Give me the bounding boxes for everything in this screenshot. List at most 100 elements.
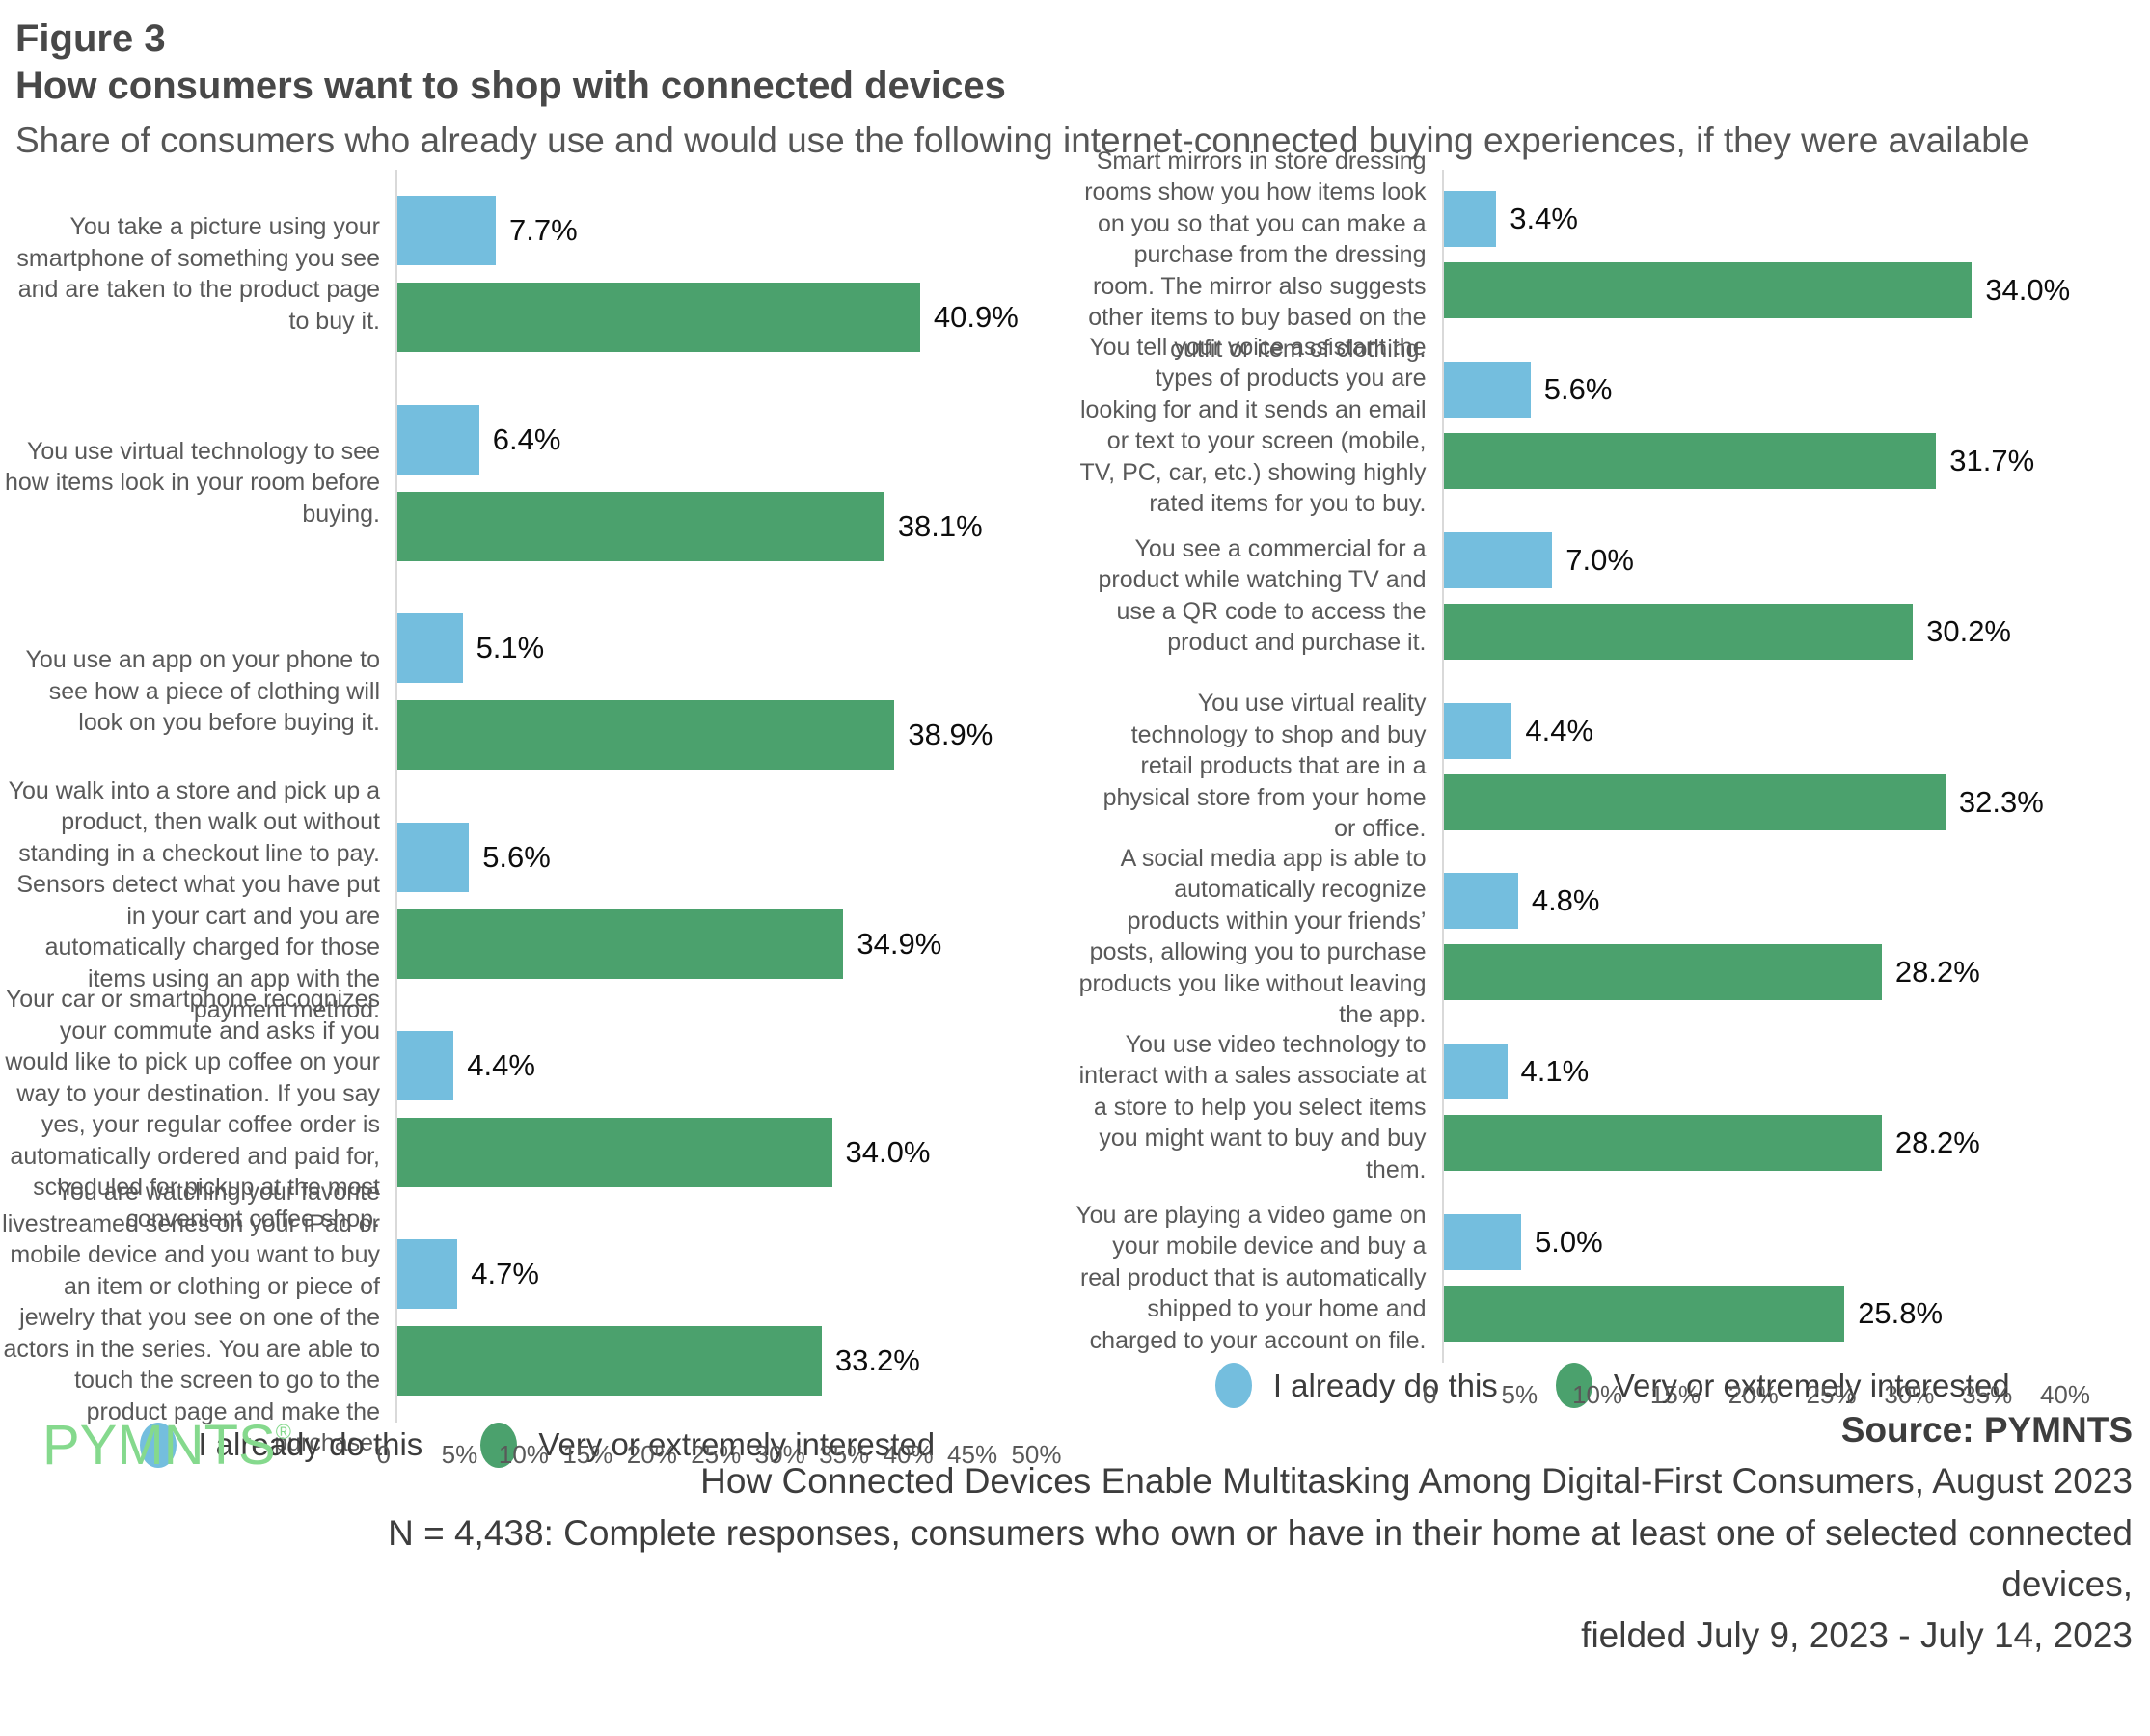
bar-already-do-this xyxy=(1443,191,1497,248)
x-axis-tick: 10% xyxy=(1572,1380,1623,1410)
x-axis-tick: 25% xyxy=(1806,1380,1857,1410)
category-label: You see a commercial for a product while… xyxy=(1098,534,1427,657)
bar-line: 4.8% xyxy=(1443,873,2066,930)
bar-already-do-this xyxy=(397,196,497,266)
x-axis-tick: 0 xyxy=(376,1439,391,1469)
category-label: You are watching your favorite livestrea… xyxy=(2,1179,380,1457)
bar-value-label: 3.4% xyxy=(1510,202,1578,236)
category-label: You walk into a store and pick up a prod… xyxy=(8,776,380,1024)
bar-value-label: 34.0% xyxy=(845,1134,931,1169)
x-axis-tick: 10% xyxy=(498,1439,549,1469)
category-label: You take a picture using your smartphone… xyxy=(16,213,380,335)
report-title-line: How Connected Devices Enable Multitaskin… xyxy=(700,1461,2133,1502)
bar-value-label: 38.1% xyxy=(897,508,983,543)
bar-value-label: 5.0% xyxy=(1535,1224,1603,1259)
bar-line: 38.1% xyxy=(397,491,1037,561)
chart-row: You use video technology to interact wit… xyxy=(1075,1021,2150,1193)
bar-already-do-this xyxy=(1443,873,1518,930)
bar-already-do-this xyxy=(1443,531,1553,588)
bar-very-interested xyxy=(397,283,920,353)
legend-item-already: I already do this xyxy=(140,1422,422,1468)
chart-right: Smart mirrors in store dressing rooms sh… xyxy=(1075,147,2150,1409)
x-axis-tick: 15% xyxy=(562,1439,613,1469)
legend-item-interested: Very or extremely interested xyxy=(1555,1363,2010,1409)
bar-very-interested xyxy=(397,1326,822,1397)
x-axis-tick: 20% xyxy=(626,1439,677,1469)
bar-line: 31.7% xyxy=(1443,433,2066,490)
bar-already-do-this xyxy=(397,822,470,892)
bar-line: 33.2% xyxy=(397,1326,1037,1397)
legend-label-already: I already do this xyxy=(1272,1367,1498,1403)
bar-very-interested xyxy=(397,491,884,561)
bar-value-label: 34.9% xyxy=(857,926,942,961)
bar-value-label: 5.1% xyxy=(476,631,545,665)
pymnts-logo: PYMNTS® xyxy=(42,1414,291,1478)
registered-mark: ® xyxy=(275,1420,291,1445)
x-axis-tick: 40% xyxy=(883,1439,934,1469)
bar-line: 5.0% xyxy=(1443,1213,2066,1270)
x-axis-tick: 45% xyxy=(947,1439,998,1469)
bar-very-interested xyxy=(1443,1115,1882,1172)
bar-line: 28.2% xyxy=(1443,1115,2066,1172)
footer: PYMNTS® Source: PYMNTS How Connected Dev… xyxy=(0,1385,2150,1661)
bar-value-label: 5.6% xyxy=(482,839,551,874)
chart-row: You use virtual reality technology to sh… xyxy=(1075,681,2150,852)
legend-swatch-already-icon xyxy=(1214,1363,1252,1409)
source-block: Source: PYMNTS How Connected Devices Ena… xyxy=(291,1404,2133,1661)
category-bars: 5.6% 34.9% xyxy=(395,796,1075,1005)
bar-line: 5.1% xyxy=(397,613,1037,684)
category-label: You use virtual reality technology to sh… xyxy=(1102,690,1427,843)
category-label: You are playing a video game on your mob… xyxy=(1075,1201,1427,1354)
x-axis-tick: 5% xyxy=(1501,1380,1538,1410)
legend-swatch-already-icon xyxy=(140,1422,177,1468)
bar-value-label: 30.2% xyxy=(1926,613,2011,648)
bar-line: 4.4% xyxy=(397,1030,1037,1100)
bar-value-label: 4.7% xyxy=(471,1257,539,1291)
bar-very-interested xyxy=(1443,603,1914,660)
charts-container: You take a picture using your smartphone… xyxy=(0,147,2150,1469)
x-axis-tick: 35% xyxy=(819,1439,870,1469)
bar-very-interested xyxy=(1443,944,1882,1001)
chart-row: You use an app on your phone to see how … xyxy=(0,586,1075,797)
chart-row: You are playing a video game on your mob… xyxy=(1075,1192,2150,1364)
bar-value-label: 34.0% xyxy=(1985,273,2071,308)
chart-left: You take a picture using your smartphone… xyxy=(0,170,1075,1469)
bar-line: 5.6% xyxy=(397,822,1037,892)
bar-value-label: 25.8% xyxy=(1858,1295,1944,1330)
category-label: Smart mirrors in store dressing rooms sh… xyxy=(1084,147,1427,363)
x-axis-tick: 30% xyxy=(754,1439,805,1469)
bar-line: 28.2% xyxy=(1443,944,2066,1001)
bar-very-interested xyxy=(397,909,844,979)
bar-value-label: 4.1% xyxy=(1520,1054,1590,1089)
bar-value-label: 4.8% xyxy=(1531,883,1600,918)
x-axis-tick: 50% xyxy=(1011,1439,1062,1469)
legend-label-interested: Very or extremely interested xyxy=(1613,1367,2010,1403)
legend: I already do this Very or extremely inte… xyxy=(0,1422,1075,1468)
bar-line: 34.0% xyxy=(397,1117,1037,1187)
category-bars: 4.4% 32.3% xyxy=(1441,681,2150,852)
chart-rows: Smart mirrors in store dressing rooms sh… xyxy=(1075,147,2150,1364)
bar-value-label: 7.7% xyxy=(509,213,578,248)
x-axis-tick: 40% xyxy=(2039,1380,2091,1410)
chart-row: You walk into a store and pick up a prod… xyxy=(0,776,1075,1024)
legend-swatch-interested-icon xyxy=(1555,1363,1592,1409)
bar-line: 6.4% xyxy=(397,404,1037,475)
bar-value-label: 6.4% xyxy=(492,421,561,456)
category-label: You use virtual technology to see how it… xyxy=(4,437,380,528)
page-subtitle: Share of consumers who already use and w… xyxy=(15,121,2029,160)
category-bars: 5.6% 31.7% xyxy=(1441,339,2150,511)
bar-line: 25.8% xyxy=(1443,1285,2066,1342)
bar-already-do-this xyxy=(397,1239,458,1310)
bar-value-label: 33.2% xyxy=(834,1343,920,1378)
bar-line: 34.0% xyxy=(1443,262,2070,319)
legend-item-interested: Very or extremely interested xyxy=(480,1422,935,1468)
bar-line: 7.7% xyxy=(397,196,1037,266)
category-bars: 3.4% 34.0% xyxy=(1441,170,2150,340)
bar-already-do-this xyxy=(1443,702,1512,759)
bar-very-interested xyxy=(1443,1285,1845,1342)
x-axis-tick: 5% xyxy=(441,1439,478,1469)
bar-very-interested xyxy=(1443,773,1946,830)
category-bars: 4.7% 33.2% xyxy=(395,1213,1075,1423)
bar-line: 32.3% xyxy=(1443,773,2066,830)
